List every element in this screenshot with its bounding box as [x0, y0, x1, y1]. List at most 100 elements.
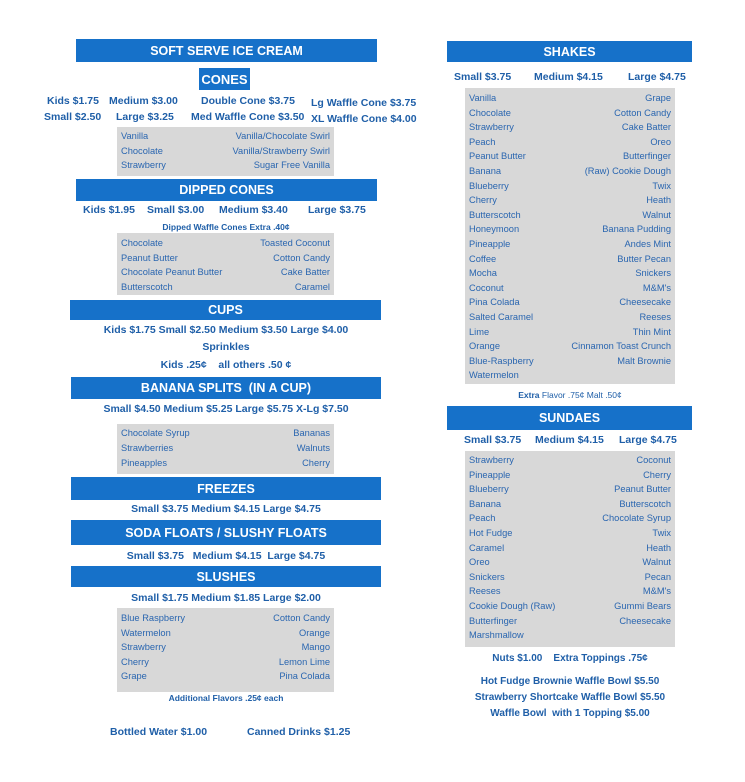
list-item: Blue-Raspberry Malt Brownie [469, 356, 671, 367]
slushes-prices: Small $1.75 Medium $1.85 Large $2.00 [131, 592, 321, 604]
shakes-header: SHAKES [447, 41, 692, 62]
item-left: Butterscotch [121, 281, 173, 292]
item-left: Peach [469, 513, 496, 524]
dipped-price: Kids $1.95 [83, 204, 135, 216]
item-left: Peach [469, 136, 496, 147]
item-left: Watermelon [469, 370, 519, 381]
item-left: Oreo [469, 557, 490, 568]
item-left: Chocolate Syrup [121, 428, 190, 438]
list-item: Pina Colada Cheesecake [469, 297, 671, 308]
item-right: Mango [301, 642, 330, 653]
item-left: Strawberry [121, 642, 166, 653]
list-item: Reeses M&M's [469, 586, 671, 597]
list-item: Pineapple Cherry [469, 470, 671, 481]
list-item: Butterscotch Caramel [121, 282, 330, 293]
item-right: Cinnamon Toast Crunch [571, 341, 671, 352]
waffle-bowl: Hot Fudge Brownie Waffle Bowl $5.50 [480, 676, 660, 687]
item-right: Twix [652, 528, 671, 538]
list-item: Watermelon [469, 370, 671, 381]
list-item: Salted Caramel Reeses [469, 312, 671, 323]
list-item: Banana Butterscotch [469, 499, 671, 510]
item-left: Cherry [121, 656, 149, 667]
cone-price: XL Waffle Cone $4.00 [311, 113, 417, 125]
item-right: Walnut [642, 209, 671, 220]
item-left: Caramel [469, 542, 505, 553]
item-right: Pecan [644, 571, 671, 582]
item-left: Peanut Butter [121, 252, 178, 263]
sundaes-header: SUNDAES [447, 406, 692, 430]
list-item: Peach Chocolate Syrup [469, 513, 671, 524]
cone-flavors-box: Vanilla Vanilla/Chocolate Swirl Chocolate V… [117, 127, 334, 176]
item-right: Butterfinger [622, 151, 671, 162]
list-item: Blue Raspberry Cotton Candy [121, 613, 330, 624]
item-right: Twix [652, 180, 671, 191]
list-item: Caramel Heath [469, 543, 671, 554]
bottled-water: Bottled Water $1.00 [110, 726, 208, 738]
floats-header: SODA FLOATS / SLUSHY FLOATS [71, 520, 381, 545]
item-left: Coffee [469, 253, 497, 264]
item-left: Banana [469, 166, 502, 176]
item-right: Pina Colada [279, 671, 330, 682]
item-left: Chocolate [121, 238, 163, 248]
item-left: Strawberry [469, 122, 514, 133]
list-item: Hot Fudge Twix [469, 528, 671, 539]
list-item: Coffee Butter Pecan [469, 254, 671, 265]
cones-header: CONES [199, 68, 250, 90]
slushes-note: Additional Flavors .25¢ each [168, 693, 284, 703]
item-right: Toasted Coconut [260, 238, 330, 248]
item-right: Cotton Candy [614, 107, 671, 118]
item-left: Blueberry [469, 180, 509, 191]
banana-splits-prices: Small $4.50 Medium $5.25 Large $5.75 X-L… [103, 403, 349, 415]
item-right: M&M's [642, 586, 671, 597]
list-item: Blueberry Peanut Butter [469, 484, 671, 495]
waffle-bowl: Waffle Bowl with 1 Topping $5.00 [490, 708, 650, 719]
item-left: Pina Colada [469, 297, 520, 308]
item-left: Pineapple [469, 469, 511, 480]
item-left: Mocha [469, 268, 497, 279]
item-right: Orange [298, 627, 330, 638]
cone-price: Double Cone $3.75 [201, 95, 295, 107]
list-item: Snickers Pecan [469, 572, 671, 583]
item-right: Cake Batter [621, 122, 671, 133]
item-left: Vanilla [121, 131, 149, 141]
item-left: Grape [121, 671, 147, 682]
dipped-price: Large $3.75 [308, 204, 366, 216]
item-left: Coconut [469, 282, 504, 293]
item-left: Snickers [469, 571, 505, 582]
item-right: Banana Pudding [602, 224, 671, 235]
cone-price: Kids $1.75 [47, 95, 99, 107]
list-item: Strawberries Walnuts [121, 443, 330, 454]
item-left: Blueberry [469, 484, 509, 495]
list-item: Chocolate Toasted Coconut [121, 238, 330, 249]
item-left: Chocolate Peanut Butter [121, 267, 223, 278]
list-item: Chocolate Peanut Butter Cake Batter [121, 267, 330, 278]
list-item: Coconut M&M's [469, 283, 671, 294]
list-item: Peanut Butter Butterfinger [469, 151, 671, 162]
item-right: Vanilla/Chocolate Swirl [235, 131, 330, 141]
item-right: Heath [646, 542, 671, 553]
item-right: Vanilla/Strawberry Swirl [232, 145, 330, 156]
sundae-price: Large $4.75 [619, 434, 677, 446]
list-item: Grape Pina Colada [121, 671, 330, 682]
list-item: Orange Cinnamon Toast Crunch [469, 341, 671, 352]
shakes-extras: Extra Flavor .75¢ Malt .50¢ [518, 389, 622, 401]
list-item: Pineapples Cherry [121, 458, 330, 469]
list-item: Oreo Walnut [469, 557, 671, 568]
item-left: Banana [469, 498, 502, 509]
item-right: Chocolate Syrup [602, 513, 671, 524]
banana-splits-header: BANANA SPLITS (IN A CUP) [71, 377, 381, 399]
item-right: Cheesecake [619, 297, 671, 308]
list-item: Butterscotch Walnut [469, 210, 671, 221]
item-right: Reeses [639, 312, 671, 322]
item-right: Sugar Free Vanilla [253, 160, 330, 171]
item-right: Oreo [650, 136, 671, 147]
item-right: Cake Batter [280, 267, 330, 278]
list-item: Chocolate Syrup Bananas [121, 428, 330, 439]
item-left: Peanut Butter [469, 151, 526, 162]
item-left: Chocolate [469, 107, 511, 118]
item-right: Caramel [294, 281, 330, 292]
shake-flavors-box: Vanilla Grape Chocolate Cotton Candy Strawbe… [465, 88, 675, 384]
sundae-price: Small $3.75 [464, 434, 522, 446]
item-left: Hot Fudge [469, 528, 513, 538]
item-left: Watermelon [121, 627, 171, 638]
